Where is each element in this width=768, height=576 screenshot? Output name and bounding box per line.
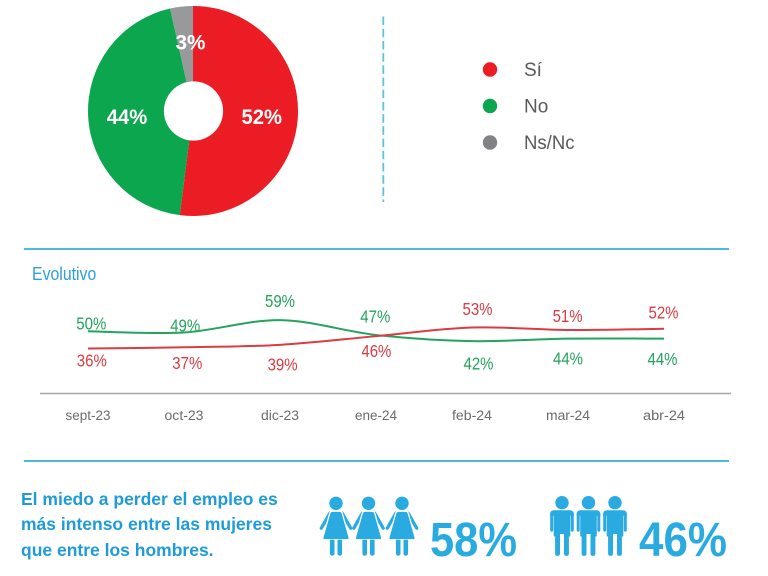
svg-text:58%: 58% [430, 513, 517, 567]
svg-text:36%: 36% [77, 351, 107, 371]
svg-text:dic-23: dic-23 [261, 408, 299, 423]
svg-text:46%: 46% [639, 513, 727, 567]
svg-text:44%: 44% [648, 349, 678, 369]
svg-text:sept-23: sept-23 [66, 408, 111, 423]
svg-text:Sí: Sí [524, 60, 543, 81]
svg-text:50%: 50% [76, 314, 106, 334]
svg-text:ene-24: ene-24 [355, 408, 397, 423]
svg-text:37%: 37% [172, 353, 202, 373]
svg-text:oct-23: oct-23 [165, 408, 204, 423]
svg-text:59%: 59% [265, 291, 295, 311]
svg-text:49%: 49% [170, 316, 200, 336]
svg-text:Ns/Nc: Ns/Nc [524, 133, 575, 154]
svg-text:52%: 52% [241, 106, 282, 129]
svg-text:53%: 53% [463, 299, 493, 319]
svg-text:abr-24: abr-24 [643, 408, 686, 423]
svg-text:51%: 51% [553, 306, 583, 326]
svg-text:mar-24: mar-24 [546, 408, 591, 423]
svg-text:46%: 46% [361, 341, 391, 361]
svg-text:52%: 52% [649, 303, 679, 323]
svg-text:47%: 47% [360, 306, 390, 326]
svg-text:3%: 3% [176, 32, 206, 55]
svg-text:44%: 44% [553, 349, 583, 369]
svg-text:39%: 39% [268, 355, 298, 375]
svg-text:No: No [524, 97, 548, 118]
svg-text:44%: 44% [107, 106, 148, 129]
svg-text:42%: 42% [464, 353, 494, 373]
svg-text:feb-24: feb-24 [452, 408, 493, 423]
